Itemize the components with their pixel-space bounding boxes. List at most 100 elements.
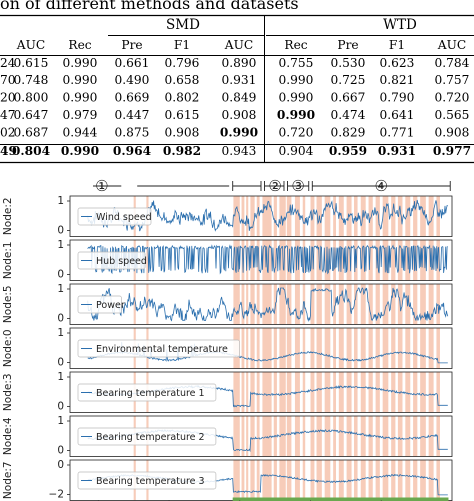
anomaly-region — [324, 460, 331, 501]
table-cell: 0.964 — [113, 144, 151, 158]
anomaly-region — [420, 196, 426, 237]
table-cell: 0.623 — [380, 56, 415, 70]
anomaly-region — [436, 240, 440, 281]
anomaly-region — [428, 328, 434, 369]
row-prefix-cell: 70 — [0, 73, 16, 87]
legend-label: Wind speed — [96, 212, 152, 223]
anomaly-region — [241, 196, 245, 237]
anomaly-region — [360, 416, 366, 457]
column-header: F1 — [389, 38, 405, 52]
anomaly-region — [316, 416, 322, 457]
anomaly-region — [316, 460, 322, 501]
anomaly-region — [333, 372, 336, 413]
anomaly-region — [346, 372, 352, 413]
anomaly-region — [338, 372, 344, 413]
y-tick-label: 1 — [57, 371, 64, 383]
panel-ylabel: Node:0 — [2, 329, 14, 367]
anomaly-region — [273, 460, 277, 501]
anomaly-region — [346, 328, 352, 369]
segment-bracket — [264, 181, 285, 191]
anomaly-region — [279, 372, 286, 413]
anomaly-region — [436, 328, 440, 369]
table-cell: 0.982 — [163, 144, 201, 158]
anomaly-region — [146, 240, 149, 281]
table-cell: 0.667 — [331, 91, 366, 105]
anomaly-region — [246, 196, 249, 237]
anomaly-region — [302, 460, 306, 501]
table-cell: 0.757 — [435, 73, 470, 87]
table-cell: 0.990 — [63, 73, 98, 87]
anomaly-region — [436, 416, 440, 457]
anomaly-region — [397, 416, 403, 457]
sensor-series-line — [87, 287, 449, 322]
anomaly-region — [360, 328, 366, 369]
anomaly-region — [241, 372, 245, 413]
anomaly-region — [233, 372, 240, 413]
sensor-series-line — [87, 341, 448, 364]
legend-box — [77, 471, 217, 490]
anomaly-region — [413, 240, 418, 281]
anomaly-region — [273, 372, 277, 413]
segment-bracket — [287, 181, 310, 191]
group-header: WTD — [383, 17, 417, 33]
table-cell: 0.908 — [435, 126, 470, 140]
anomaly-region — [346, 284, 352, 325]
table-cell: 0.615 — [165, 108, 200, 122]
anomaly-region — [310, 372, 315, 413]
anomaly-region — [368, 196, 373, 237]
table-cell: 0.821 — [380, 73, 415, 87]
legend-label: Hub speed — [96, 256, 147, 267]
anomaly-region — [428, 372, 434, 413]
anomaly-region — [436, 460, 440, 501]
anomaly-region — [262, 196, 272, 237]
legend-label: Environmental temperature — [96, 344, 228, 355]
anomaly-region — [262, 416, 272, 457]
sensor-panel: 1 0 Node:1 Hub speed — [2, 239, 453, 281]
anomaly-region — [302, 196, 306, 237]
anomaly-region — [250, 328, 255, 369]
anomaly-region — [294, 196, 300, 237]
sensor-panel: 0 −2 Node:7 Bearing temperature 3 — [2, 459, 453, 501]
anomaly-region — [413, 372, 418, 413]
anomaly-region — [310, 328, 315, 369]
table-cell: 0.990 — [277, 108, 315, 122]
table-cell: 0.530 — [331, 56, 366, 70]
anomaly-region — [241, 284, 245, 325]
anomaly-region — [241, 460, 245, 501]
row-prefix-cell: 47 — [0, 108, 16, 122]
anomaly-region — [338, 328, 344, 369]
table-cell: 0.658 — [165, 73, 200, 87]
anomaly-region — [368, 372, 373, 413]
anomaly-region — [294, 372, 300, 413]
table-cell: 0.931 — [378, 144, 416, 158]
sensor-panel: 1 0 Node:0 Environmental temperature — [2, 327, 453, 369]
y-tick-label: 1 — [57, 195, 64, 207]
table-cell: 0.661 — [115, 56, 150, 70]
anomaly-region — [405, 460, 411, 501]
anomaly-region — [420, 284, 426, 325]
anomaly-region — [246, 372, 249, 413]
anomaly-region — [391, 284, 396, 325]
table-cell: 0.931 — [222, 73, 257, 87]
anomaly-region — [279, 284, 286, 325]
panel-frame — [69, 195, 453, 237]
y-tick-label: 0 — [57, 269, 64, 281]
anomaly-region — [316, 328, 322, 369]
anomaly-region — [133, 284, 136, 325]
table-cell: 0.904 — [279, 144, 314, 158]
table-cell: 0.979 — [63, 108, 98, 122]
anomaly-region — [405, 196, 411, 237]
table-cell: 0.755 — [279, 56, 314, 70]
anomaly-region — [413, 196, 418, 237]
y-tick-label: 0 — [57, 445, 64, 457]
anomaly-region — [413, 284, 418, 325]
anomaly-region — [375, 284, 380, 325]
legend-box — [77, 207, 152, 226]
anomaly-region — [420, 240, 426, 281]
anomaly-region — [338, 284, 344, 325]
group-header: SMD — [166, 17, 200, 33]
anomaly-region — [294, 460, 300, 501]
anomaly-region — [391, 416, 396, 457]
panel-ylabel: Node:2 — [2, 197, 14, 235]
